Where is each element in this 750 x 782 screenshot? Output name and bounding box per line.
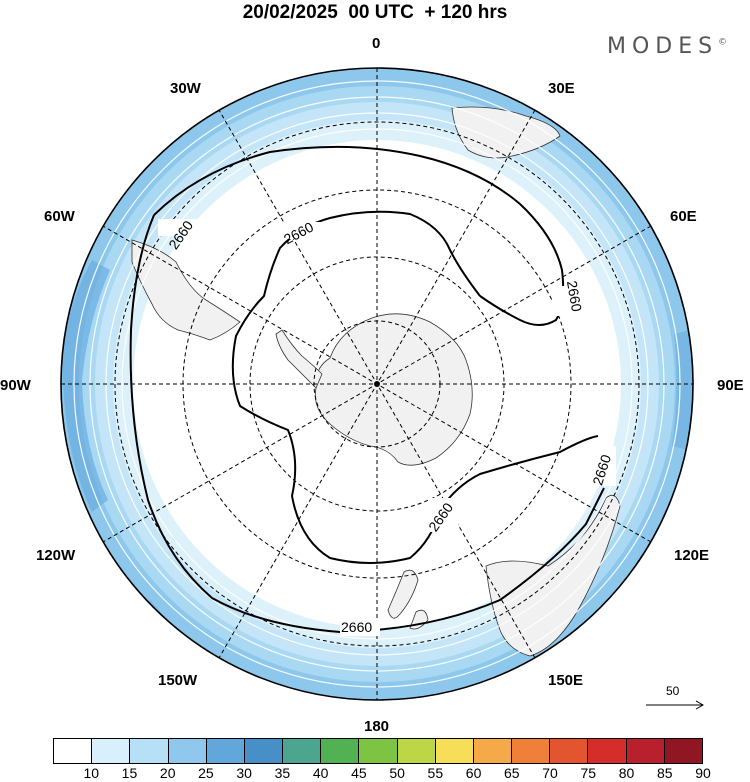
lon-label-180: 180 xyxy=(364,718,389,735)
lon-label-120w: 120W xyxy=(36,547,76,564)
brand-text: MODES xyxy=(607,34,719,59)
colorbar-tick-label: 55 xyxy=(427,765,444,781)
lon-label-90w: 90W xyxy=(0,377,32,394)
lon-label-60e: 60E xyxy=(670,208,697,225)
colorbar-swatch xyxy=(626,739,665,763)
colorbar-tick-label: 85 xyxy=(656,765,673,781)
colorbar-tick-label: 90 xyxy=(695,765,711,781)
new-zealand xyxy=(387,569,419,619)
reference-vector-label: 50 xyxy=(666,684,680,698)
colorbar-swatch xyxy=(473,739,513,763)
colorbar-tick-label: 45 xyxy=(351,765,367,781)
contour-label-6: 2660 xyxy=(341,619,372,635)
colorbar-tick-label: 30 xyxy=(236,765,252,781)
lon-label-30w: 30W xyxy=(170,80,202,97)
contour-2660-outer-north xyxy=(153,145,565,326)
lon-label-150w: 150W xyxy=(158,672,198,689)
lon-label-120e: 120E xyxy=(674,547,709,564)
contour-label-3: 2660 xyxy=(564,279,585,313)
colorbar-tick-label: 60 xyxy=(465,765,482,781)
south-america xyxy=(131,239,241,341)
map-title: 20/02/2025 00 UTC + 120 hrs xyxy=(242,2,508,23)
colorbar-tick-label: 40 xyxy=(312,765,329,781)
modes-logo: MODES© xyxy=(607,34,727,59)
antarctic-peninsula xyxy=(275,329,323,389)
colorbar-tick-label: 70 xyxy=(542,765,558,781)
lon-label-0: 0 xyxy=(372,35,380,52)
colorbar-swatch xyxy=(588,739,627,763)
africa xyxy=(451,106,561,159)
colorbar-tick-label: 65 xyxy=(504,765,520,781)
reference-vector: 50 xyxy=(644,684,706,714)
colorbar-swatch xyxy=(168,739,207,763)
colorbar-tick-label: 75 xyxy=(580,765,597,781)
map-border xyxy=(60,67,694,701)
contour-2660-inner xyxy=(231,210,599,564)
lon-label-150e: 150E xyxy=(548,672,583,689)
colorbar-swatch xyxy=(550,739,589,763)
colorbar-swatch xyxy=(130,739,169,763)
copyright-mark: © xyxy=(718,37,728,48)
colorbar-swatch xyxy=(244,739,284,763)
colorbar-swatch xyxy=(435,739,474,763)
colorbar-swatch xyxy=(92,739,131,763)
colorbar-swatch xyxy=(664,739,702,763)
colorbar-swatch xyxy=(283,739,322,763)
colorbar-swatch xyxy=(54,739,93,763)
reference-arrow-icon xyxy=(646,700,705,710)
colorbar xyxy=(53,738,703,764)
contour-2660-outer xyxy=(129,214,605,634)
colorbar-swatch xyxy=(206,739,245,763)
colorbar-swatch xyxy=(512,739,551,763)
lon-label-90e: 90E xyxy=(717,377,744,394)
australia xyxy=(485,494,621,657)
colorbar-tick-label: 80 xyxy=(618,765,635,781)
colorbar-tick-label: 15 xyxy=(121,765,138,781)
south-pole-marker xyxy=(374,381,380,387)
lon-label-60w: 60W xyxy=(44,208,76,225)
colorbar-tick-label: 35 xyxy=(274,765,291,781)
colorbar-tick-label: 25 xyxy=(198,765,214,781)
wind-patch-west xyxy=(62,260,110,512)
lon-label-30e: 30E xyxy=(548,80,575,97)
colorbar-tick-label: 10 xyxy=(83,765,100,781)
colorbar-swatch xyxy=(359,739,398,763)
colorbar-tick-label: 20 xyxy=(159,765,176,781)
colorbar-swatch xyxy=(397,739,436,763)
colorbar-tick-label: 50 xyxy=(389,765,405,781)
colorbar-swatch xyxy=(321,739,360,763)
